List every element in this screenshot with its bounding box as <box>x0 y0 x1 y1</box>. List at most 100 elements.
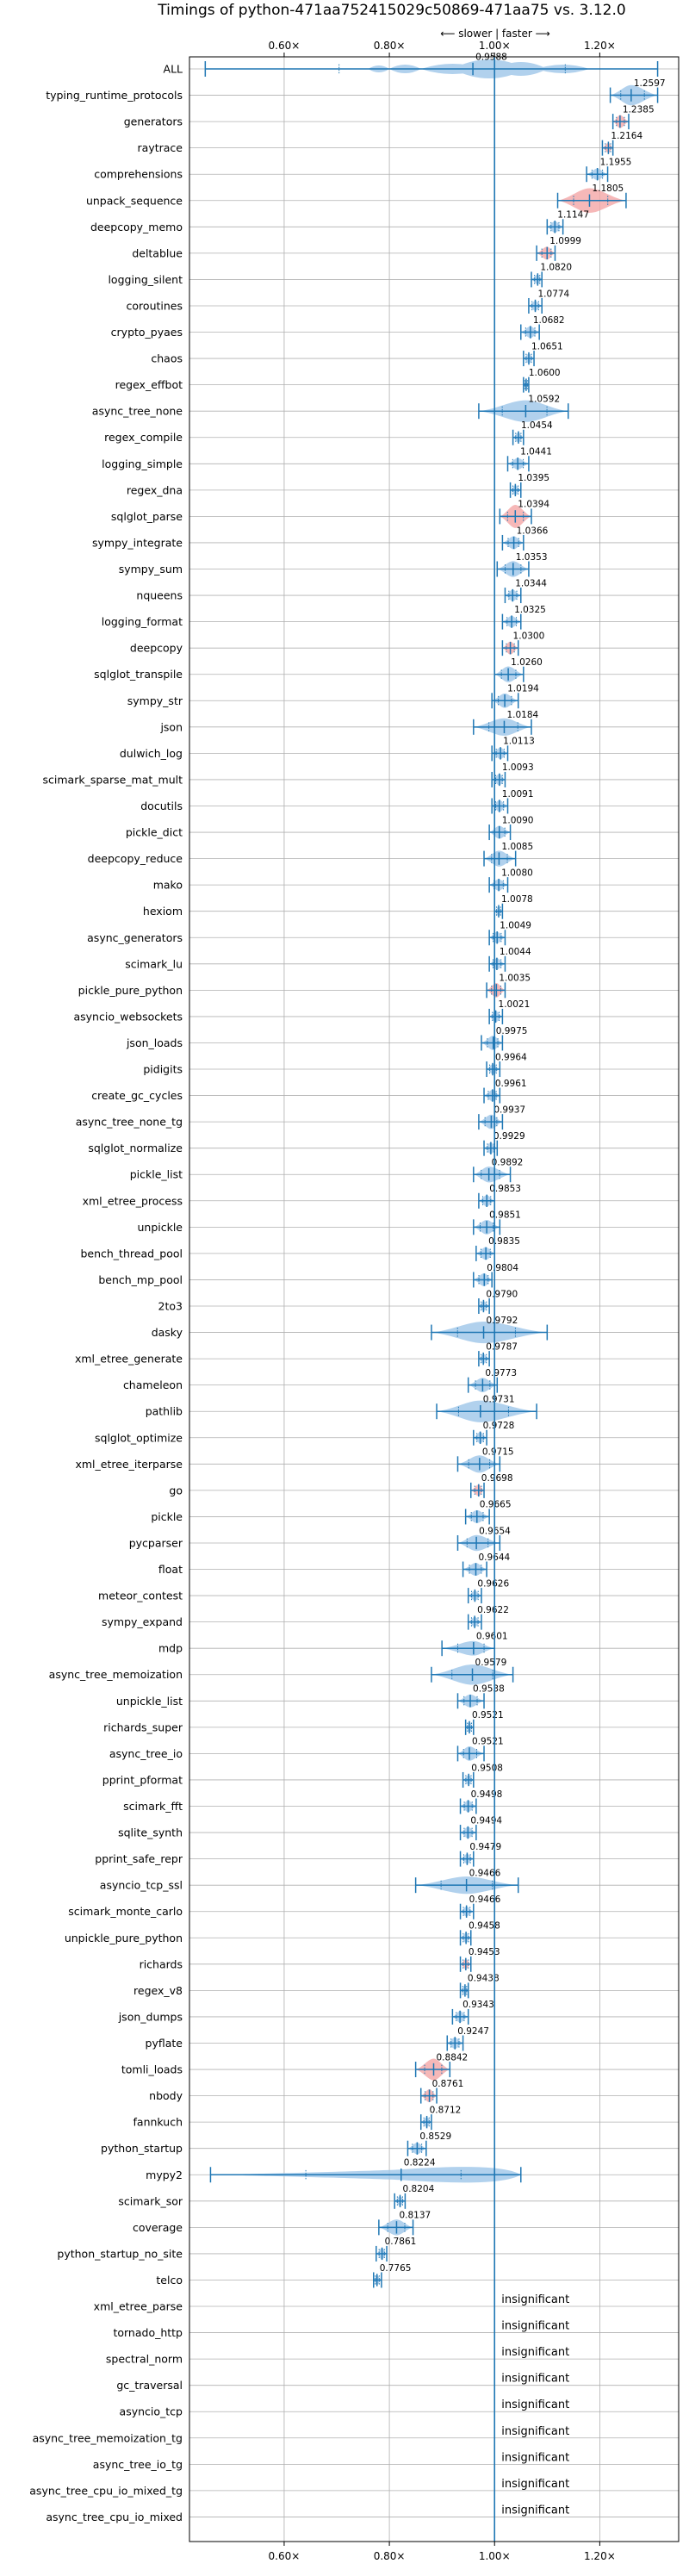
benchmark-row: spectral_norm insignificant <box>106 2346 569 2366</box>
value-label: 1.2597 <box>634 78 666 89</box>
value-label: 0.9579 <box>475 1658 507 1668</box>
benchmark-row: chaos 1.0651 <box>151 341 563 367</box>
value-label: 0.9466 <box>469 1895 501 1905</box>
benchmark-label: sqlglot_parse <box>111 510 183 523</box>
benchmark-label: pathlib <box>146 1405 183 1418</box>
insignificant-label: insignificant <box>501 2346 569 2359</box>
benchmark-label: scimark_monte_carlo <box>68 1905 183 1918</box>
chart-title: Timings of python-471aa752415029c50869-4… <box>157 2 625 19</box>
benchmark-label: mako <box>153 879 183 892</box>
benchmark-row: deepcopy 1.0300 <box>130 631 544 656</box>
benchmark-row: async_tree_io 0.9521 <box>109 1737 504 1762</box>
benchmark-label: tomli_loads <box>121 2063 183 2076</box>
benchmark-row: gc_traversal insignificant <box>116 2373 569 2392</box>
benchmark-label: deltablue <box>132 246 183 259</box>
benchmark-label: raytrace <box>138 141 183 154</box>
benchmark-row: deepcopy_reduce 1.0085 <box>88 842 533 867</box>
benchmark-label: deepcopy_reduce <box>88 852 183 865</box>
benchmark-label: deepcopy <box>130 642 183 655</box>
value-label: 0.9929 <box>493 1131 525 1142</box>
value-label: 0.9626 <box>477 1578 509 1589</box>
value-label: 0.8761 <box>432 2079 464 2089</box>
value-label: 0.9892 <box>492 1158 524 1168</box>
benchmark-label: fannkuch <box>133 2116 183 2129</box>
benchmark-row: sqlglot_parse 1.0394 <box>111 500 549 528</box>
benchmark-label: pyflate <box>146 2037 183 2050</box>
benchmark-row: xml_etree_iterparse 0.9715 <box>75 1447 514 1473</box>
value-label: 0.9508 <box>471 1763 503 1773</box>
value-label: 0.8137 <box>399 2211 431 2221</box>
value-label: 0.9773 <box>485 1368 517 1378</box>
benchmark-row: async_tree_none_tg 0.9937 <box>76 1104 525 1130</box>
benchmark-label: telco <box>156 2274 183 2287</box>
x-tick-label-bottom: 0.60× <box>269 2550 301 2562</box>
insignificant-label: insignificant <box>501 2399 569 2411</box>
value-label: 0.9521 <box>472 1710 504 1720</box>
value-label: 1.0049 <box>500 921 531 931</box>
benchmark-label: sqlglot_normalize <box>88 1142 183 1154</box>
benchmark-label: crypto_pyaes <box>111 326 183 339</box>
value-label: 0.9479 <box>469 1842 501 1852</box>
value-label: 0.9715 <box>482 1447 514 1458</box>
benchmark-label: async_tree_cpu_io_mixed_tg <box>29 2484 183 2497</box>
benchmark-label: sympy_str <box>127 694 183 707</box>
benchmark-label: regex_v8 <box>133 1984 183 1997</box>
benchmark-row: async_tree_io_tg insignificant <box>93 2451 569 2471</box>
value-label: 0.9458 <box>469 1921 500 1932</box>
benchmark-row: nbody 0.8761 <box>149 2079 463 2104</box>
benchmark-label: logging_silent <box>108 273 183 286</box>
benchmark-row: scimark_monte_carlo 0.9466 <box>68 1895 501 1920</box>
benchmark-label: pprint_safe_repr <box>95 1852 183 1865</box>
benchmark-row: pyflate 0.9247 <box>146 2026 489 2051</box>
benchmark-label: float <box>158 1563 183 1576</box>
value-label: 1.0344 <box>515 578 547 588</box>
benchmark-label: scimark_lu <box>125 957 183 970</box>
benchmark-row: logging_simple 1.0441 <box>102 447 552 472</box>
value-label: 0.7861 <box>385 2237 417 2247</box>
value-label: 0.9698 <box>481 1473 513 1484</box>
benchmark-label: logging_format <box>102 615 183 628</box>
benchmark-label: deepcopy_memo <box>90 221 183 233</box>
benchmark-label: regex_dna <box>127 483 183 496</box>
benchmark-row: mdp 0.9601 <box>158 1631 508 1657</box>
value-label: 1.2164 <box>611 131 642 141</box>
benchmark-label: scimark_fft <box>123 1800 183 1813</box>
benchmark-row: regex_dna 1.0395 <box>127 473 549 498</box>
benchmark-label: unpickle_list <box>116 1695 183 1708</box>
insignificant-label: insignificant <box>501 2451 569 2464</box>
benchmark-row: xml_etree_generate 0.9787 <box>75 1341 518 1367</box>
benchmark-label: ALL <box>164 63 183 76</box>
benchmark-row: python_startup_no_site 0.7861 <box>57 2237 416 2262</box>
value-label: 1.0454 <box>521 420 553 431</box>
value-label: 0.9853 <box>489 1184 521 1194</box>
benchmark-row: sqlglot_transpile 1.0260 <box>94 657 543 682</box>
benchmark-label: regex_compile <box>104 431 183 444</box>
benchmark-label: go <box>169 1484 183 1496</box>
benchmark-label: asyncio_tcp <box>120 2405 183 2418</box>
value-label: 0.7765 <box>380 2263 412 2274</box>
benchmark-label: hexiom <box>143 905 183 918</box>
benchmark-label: create_gc_cycles <box>91 1089 183 1102</box>
value-label: 0.9804 <box>487 1263 518 1273</box>
benchmark-row: scimark_sparse_mat_mult 1.0093 <box>43 762 534 787</box>
benchmark-label: sympy_integrate <box>92 536 183 549</box>
benchmark-label: unpickle <box>137 1221 183 1234</box>
benchmark-label: pickle <box>151 1510 183 1523</box>
benchmark-row: deltablue 1.0999 <box>132 236 581 261</box>
value-label: 1.0260 <box>511 657 543 668</box>
value-label: 1.0600 <box>529 368 561 378</box>
benchmark-row: sympy_expand 0.9622 <box>102 1605 509 1630</box>
benchmark-row: crypto_pyaes 1.0682 <box>111 315 565 340</box>
benchmark-label: async_tree_io_tg <box>93 2458 183 2471</box>
benchmark-label: sympy_sum <box>119 563 183 576</box>
plot-frame <box>189 56 680 2542</box>
benchmark-row: richards 0.9453 <box>140 1947 500 1972</box>
benchmark-row: asyncio_websockets 1.0021 <box>73 999 530 1024</box>
value-label: 1.0300 <box>513 631 545 641</box>
benchmark-label: mypy2 <box>146 2168 183 2181</box>
value-label: 0.9851 <box>489 1210 521 1221</box>
insignificant-label: insignificant <box>501 2373 569 2386</box>
benchmark-label: xml_etree_generate <box>75 1353 183 1366</box>
benchmark-row: docutils 1.0091 <box>140 789 534 814</box>
